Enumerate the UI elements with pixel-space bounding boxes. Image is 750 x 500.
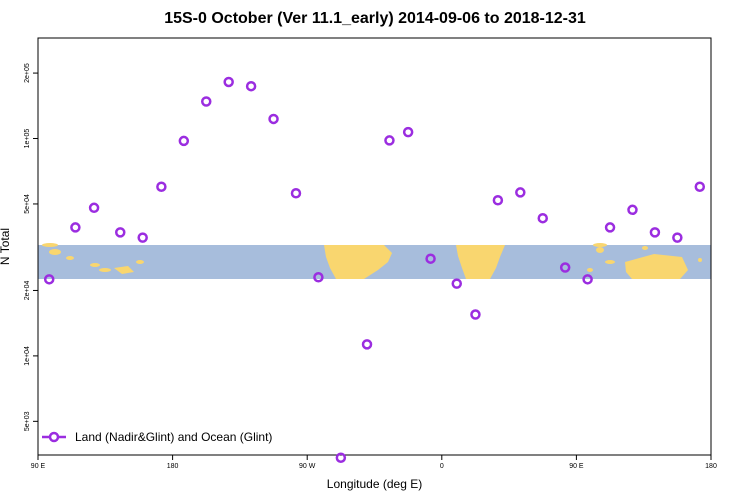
data-point [223, 76, 234, 88]
land-shape [114, 266, 134, 274]
x-axis: 90 E 180 90 W 0 90 E 180 [31, 455, 717, 470]
plot-frame [37, 37, 712, 456]
chart-title: 15S-0 October (Ver 11.1_early) 2014-09-0… [164, 10, 586, 27]
x-tick-label: 180 [167, 463, 179, 470]
island-shape [642, 246, 648, 250]
data-point [451, 278, 463, 289]
island-shape [698, 258, 702, 262]
land-shape [625, 254, 688, 279]
island-shape [99, 268, 111, 272]
legend: Land (Nadir&Glint) and Ocean (Glint) [42, 430, 272, 444]
data-point [515, 187, 526, 198]
y-tick-label: 2e+05 [24, 63, 31, 83]
island-shape [596, 247, 604, 253]
data-point [245, 80, 257, 92]
legend-label: Land (Nadir&Glint) and Ocean (Glint) [75, 430, 272, 444]
data-point [384, 135, 395, 146]
data-point [115, 227, 126, 238]
data-point [649, 227, 661, 238]
data-point [470, 309, 481, 320]
island-shape [66, 256, 74, 260]
x-tick-label: 180 [705, 463, 717, 470]
y-axis: 5e+03 1e+04 2e+04 5e+04 1e+05 2e+05 [24, 63, 38, 431]
x-tick-label: 90 E [31, 463, 46, 470]
land-shape [456, 245, 505, 279]
y-tick-label: 5e+04 [24, 194, 31, 214]
x-axis-label: Longitude (deg E) [327, 477, 422, 491]
y-tick-label: 5e+03 [24, 411, 31, 431]
data-point [335, 452, 347, 463]
island-shape [42, 243, 58, 247]
data-point [361, 339, 373, 350]
world-map-band [38, 243, 711, 279]
data-point [604, 222, 616, 233]
data-point [178, 135, 190, 147]
land-shape [324, 245, 392, 279]
data-point [313, 272, 324, 283]
island-shape [593, 243, 607, 247]
x-tick-label: 0 [440, 463, 444, 470]
data-point [582, 274, 593, 285]
y-axis-label: N Total [0, 228, 12, 265]
data-point [290, 188, 302, 199]
data-point [559, 262, 571, 273]
data-point [492, 194, 504, 206]
y-tick-label: 2e+04 [24, 281, 31, 301]
data-point [201, 96, 212, 107]
data-point [137, 232, 148, 243]
y-tick-label: 1e+05 [24, 129, 31, 149]
data-point [537, 212, 548, 224]
data-point [627, 204, 638, 216]
data-point [402, 126, 414, 138]
data-point [88, 202, 100, 214]
data-points [43, 76, 706, 463]
island-shape [136, 260, 144, 264]
island-shape [49, 249, 61, 255]
data-point [672, 232, 683, 243]
island-shape [90, 263, 100, 267]
data-point [70, 222, 81, 233]
data-point [268, 113, 279, 125]
data-point [156, 181, 167, 192]
legend-marker [48, 431, 60, 443]
island-shape [605, 260, 615, 264]
island-shape [587, 268, 593, 272]
data-point [425, 253, 436, 264]
data-point [694, 181, 706, 192]
data-point [43, 274, 55, 285]
y-tick-label: 1e+04 [24, 346, 31, 366]
x-tick-label: 90 E [569, 463, 584, 470]
x-tick-label: 90 W [299, 463, 316, 470]
